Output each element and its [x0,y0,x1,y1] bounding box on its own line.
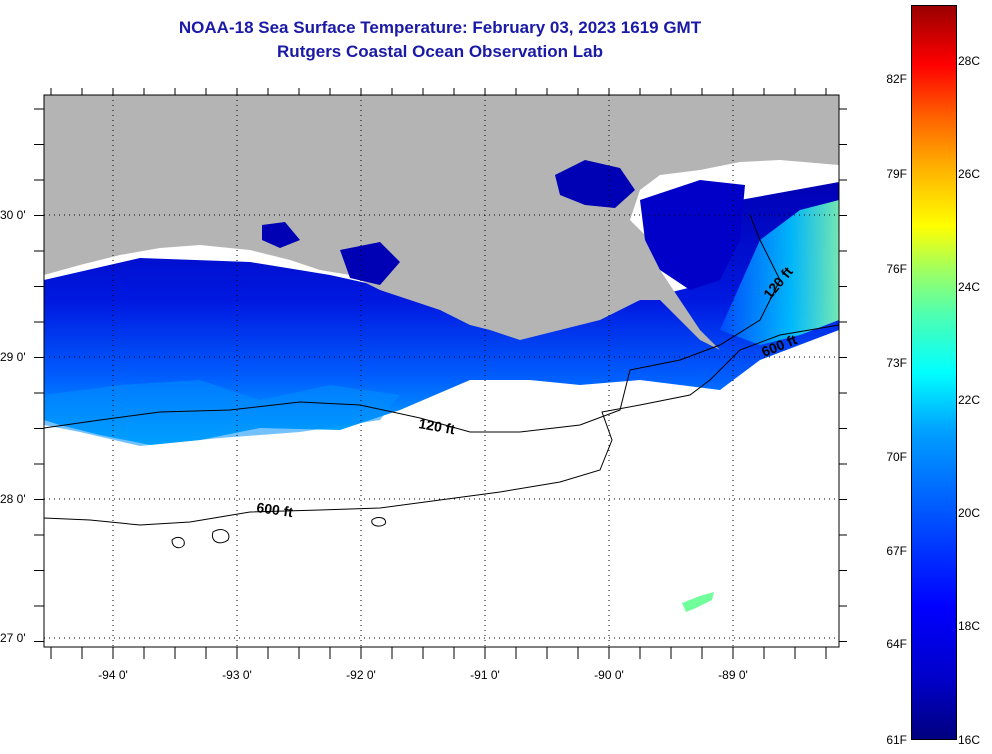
sst-shelf-band [44,380,400,446]
lat-label: 27 0' [0,631,26,645]
bay-region [640,180,745,290]
colorbar-f-label: 73F [886,356,907,370]
contour-120ft [43,214,781,433]
contour-loop [171,537,185,549]
contour-600ft [43,324,840,526]
contour-label-120: 120 ft [417,415,456,437]
lat-label: 29 0' [0,350,26,364]
map-title: NOAA-18 Sea Surface Temperature: Februar… [178,18,702,37]
lon-label: -90 0' [594,668,624,682]
colorbar-f-label: 64F [886,637,907,651]
lat-label: 28 0' [0,492,26,506]
plot-frame [43,94,840,648]
contour-loop [211,529,230,544]
land-mass [44,95,839,350]
colorbar-c-label: 18C [958,619,981,633]
colorbar-f-label: 79F [886,167,907,181]
bay-region [340,242,400,285]
sst-water-region [44,182,839,445]
sst-warm-plume [720,200,839,345]
colorbar-c-label: 28C [958,54,981,68]
lon-label: -94 0' [98,668,128,682]
colorbar-f-label: 82F [886,72,907,86]
lon-label: -91 0' [470,668,500,682]
lon-label: -92 0' [346,668,376,682]
axis-ticks [34,88,847,659]
colorbar-f-label: 76F [886,262,907,276]
lake-region [262,222,300,248]
lake-region [555,160,635,208]
colorbar-c-label: 20C [958,506,981,520]
colorbar-f-label: 61F [886,733,907,747]
temperature-colorbar [911,5,957,740]
colorbar-f-label: 70F [886,450,907,464]
lon-label: -93 0' [222,668,252,682]
colorbar-c-label: 22C [958,393,981,407]
colorbar-c-label: 16C [958,733,981,747]
colorbar-f-label: 67F [886,544,907,558]
sst-offshore-patch [682,592,714,612]
graticule [44,95,839,647]
map-subtitle: Rutgers Coastal Ocean Observation Lab [277,42,603,61]
lon-label: -89 0' [718,668,748,682]
contour-label-600: 600 ft [256,499,295,520]
colorbar-c-label: 26C [958,167,981,181]
contour-loop [371,516,387,527]
lat-label: 30 0' [0,208,26,222]
colorbar-c-label: 24C [958,280,981,294]
